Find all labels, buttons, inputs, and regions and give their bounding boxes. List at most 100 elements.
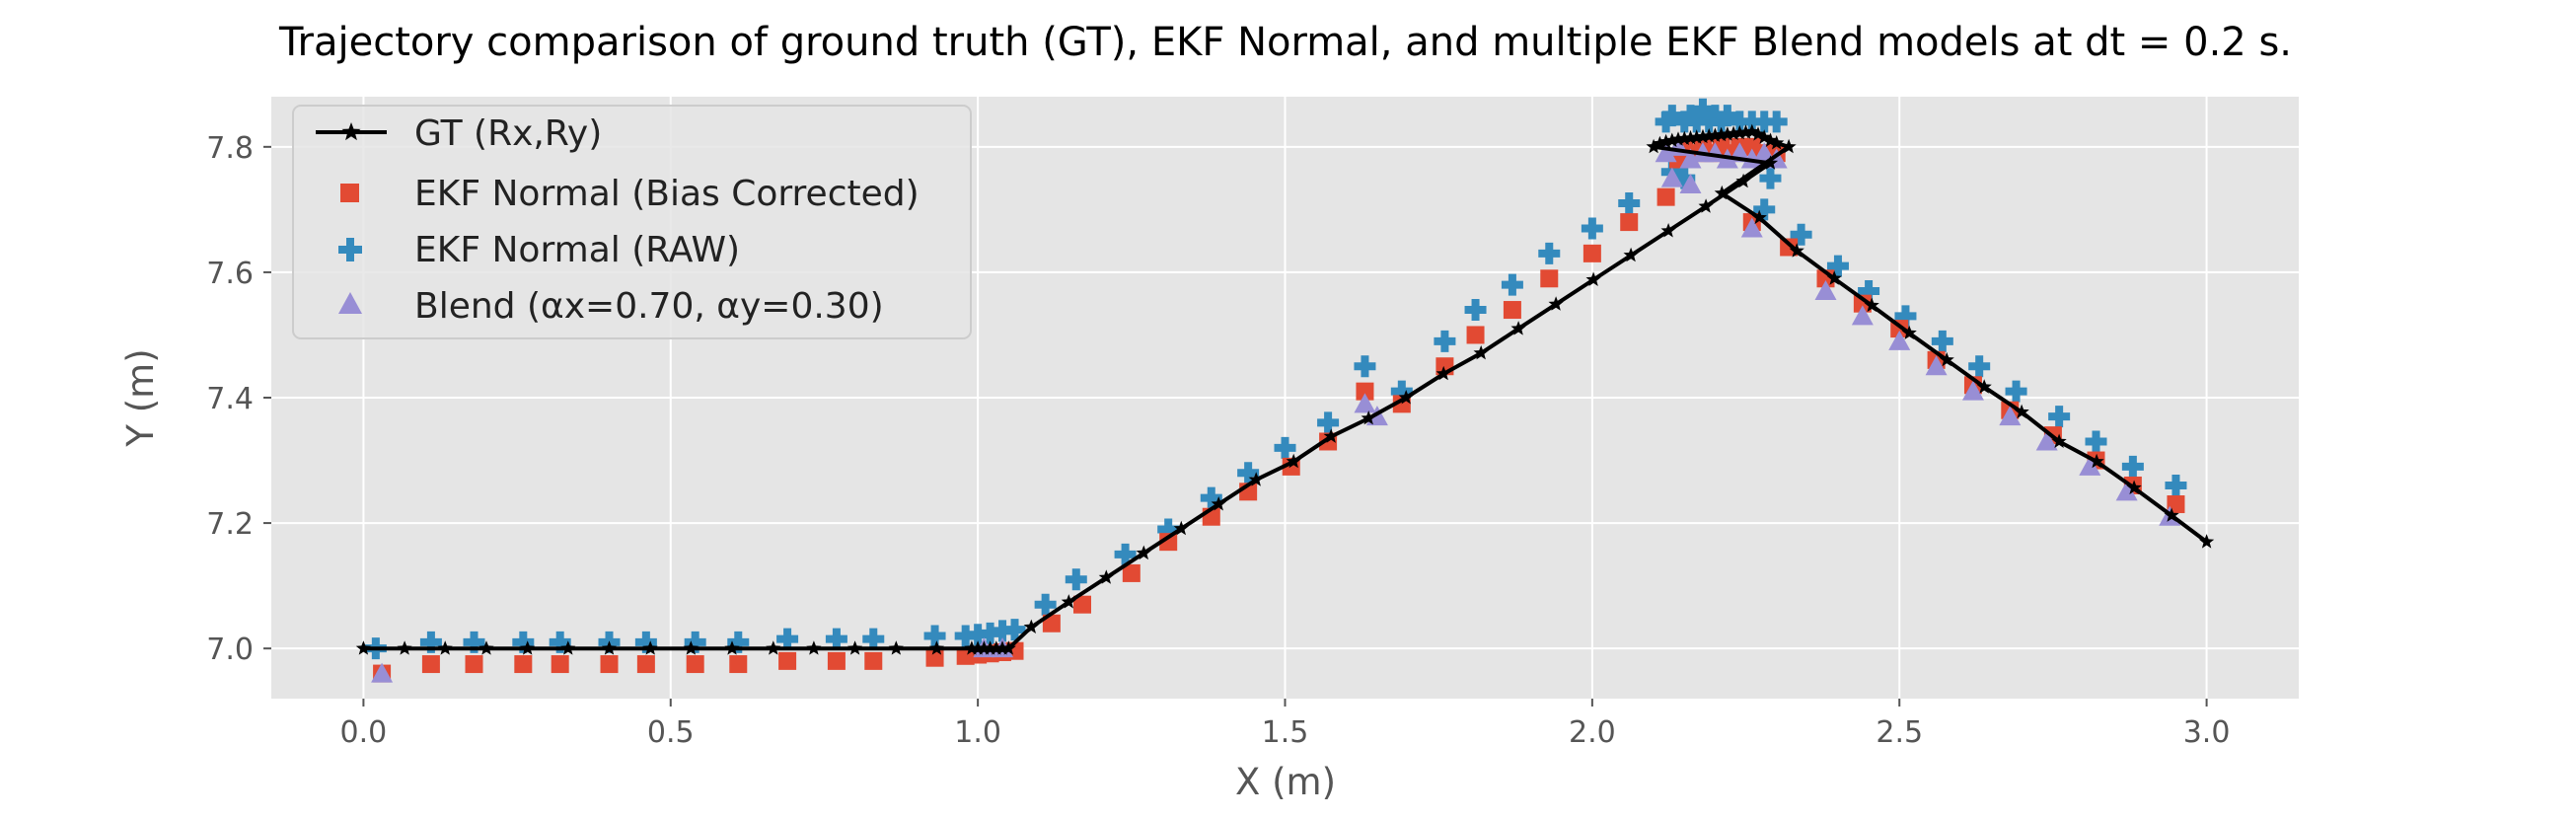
ekf-raw-point (1065, 568, 1087, 591)
ekf-bias-corrected-point (1582, 244, 1601, 262)
gt-star-point (1676, 130, 1692, 145)
gt-star-point (1698, 198, 1714, 213)
gt-star-point (2126, 480, 2142, 494)
ekf-raw-point (1501, 273, 1523, 296)
ekf-raw-point (1464, 299, 1487, 322)
ekf-bias-corrected-point (1853, 294, 1872, 313)
legend-plus-icon (338, 238, 362, 261)
gt-star-point (1361, 410, 1376, 425)
ekf-raw-point (979, 622, 1001, 644)
ekf-raw-point (1753, 111, 1776, 133)
gt-star-point (2089, 453, 2104, 469)
gt-star-point (1652, 135, 1667, 151)
legend-gt-label: GT (Rx,Ry) (414, 113, 602, 154)
gt-star-point (1781, 138, 1797, 154)
x-tick-label: 2.0 (1569, 715, 1616, 750)
gt-star-point (1098, 569, 1114, 584)
gt-star-point (1435, 365, 1451, 381)
chart-title: Trajectory comparison of ground truth (G… (278, 20, 2292, 65)
ekf-raw-point (1740, 111, 1763, 133)
ekf-raw-point (1753, 198, 1776, 221)
gt-star-point (355, 640, 371, 655)
legend-triangle-icon (338, 292, 362, 314)
legend-ekf-bias-corrected-label: EKF Normal (Bias Corrected) (414, 174, 920, 214)
blend-point (1851, 305, 1874, 326)
ekf-raw-point (1931, 330, 1953, 352)
series-line-star (355, 123, 2215, 655)
ekf-raw-point (1790, 223, 1812, 246)
gt-star-point (2199, 534, 2215, 549)
ekf-bias-corrected-point (421, 655, 440, 674)
gt-star-point (520, 640, 536, 655)
ekf-raw-point (2121, 455, 2144, 478)
gt-star-point (1286, 453, 1301, 469)
gt-star-point (989, 640, 1004, 655)
series-layer (355, 98, 2215, 683)
ekf-bias-corrected-point (1466, 326, 1485, 344)
gt-star-point (1664, 132, 1680, 147)
gt-star-point (847, 640, 863, 655)
ekf-bias-corrected-point (1656, 187, 1675, 206)
gt-star-point (642, 640, 658, 655)
ekf-raw-point (1704, 105, 1727, 127)
y-tick-label: 7.2 (206, 507, 254, 542)
gt-star-point (1751, 209, 1767, 225)
ekf-raw-point (1729, 111, 1751, 133)
gt-star-point (1623, 247, 1639, 262)
ekf-raw-point (2005, 380, 2027, 403)
legend-blend-label: Blend (αx=0.70, αy=0.30) (414, 286, 884, 327)
legend-box (292, 105, 972, 339)
gt-star-point (1473, 344, 1489, 360)
ekf-bias-corrected-point (864, 651, 883, 670)
gt-star-point (1660, 223, 1676, 238)
ekf-raw-point (1858, 279, 1880, 302)
gt-star-point (1750, 126, 1766, 141)
y-tick-label: 7.6 (206, 257, 254, 291)
blend-point (1925, 355, 1948, 376)
legend-entry-blend: Blend (αx=0.70, αy=0.30) (338, 286, 884, 327)
gt-star-point (1323, 428, 1339, 443)
legend: GT (Rx,Ry) EKF Normal (Bias Corrected) E… (292, 105, 972, 339)
axis-ticks: 0.0 0.5 1.0 1.5 2.0 2.5 3.0 7.0 7.2 7.4 7.6 7.8 (206, 131, 2230, 750)
y-tick-label: 7.4 (206, 382, 254, 416)
legend-ekf-raw-label: EKF Normal (RAW) (414, 230, 740, 270)
blend-point (2079, 455, 2101, 476)
gt-star-point (2164, 507, 2179, 522)
gt-star-point (1248, 472, 1264, 486)
gt-star-point (560, 640, 576, 655)
gt-star-point (1658, 133, 1674, 149)
ekf-bias-corrected-point (1073, 595, 1091, 614)
legend-entry-gt: GT (Rx,Ry) (316, 113, 602, 154)
ekf-raw-point (1317, 411, 1340, 434)
ekf-raw-point (1237, 462, 1260, 484)
ekf-raw-point (1538, 242, 1561, 264)
ekf-raw-point (1618, 192, 1641, 215)
gt-star-point (1173, 520, 1189, 536)
blend-point (1679, 148, 1702, 169)
y-tick-label: 7.0 (206, 633, 254, 667)
ekf-raw-point (923, 625, 946, 647)
ekf-raw-point (967, 624, 990, 646)
x-tick-label: 0.0 (340, 715, 388, 750)
ekf-raw-point (1968, 355, 1991, 378)
legend-gt-star-icon (341, 122, 361, 141)
ekf-raw-point (1003, 619, 1026, 641)
ekf-raw-point (1716, 105, 1738, 127)
ekf-bias-corrected-point (551, 655, 569, 674)
ekf-bias-corrected-point (1356, 382, 1374, 401)
ekf-raw-point (1660, 105, 1683, 127)
blend-point (1660, 167, 1683, 187)
x-tick-label: 1.5 (1262, 715, 1309, 750)
ekf-raw-point (776, 628, 799, 650)
gt-star-point (1901, 325, 1917, 339)
gt-star-point (1682, 129, 1699, 145)
blend-point (1740, 217, 1763, 238)
ekf-raw-point (1034, 593, 1057, 616)
gt-star-point (437, 640, 453, 655)
ekf-raw-point (1894, 305, 1917, 328)
ekf-raw-point (1710, 111, 1732, 133)
y-axis-label: Y (m) (119, 348, 162, 447)
gt-star-point (1789, 243, 1804, 258)
blend-point (1354, 393, 1376, 413)
ekf-raw-point (1274, 436, 1296, 459)
